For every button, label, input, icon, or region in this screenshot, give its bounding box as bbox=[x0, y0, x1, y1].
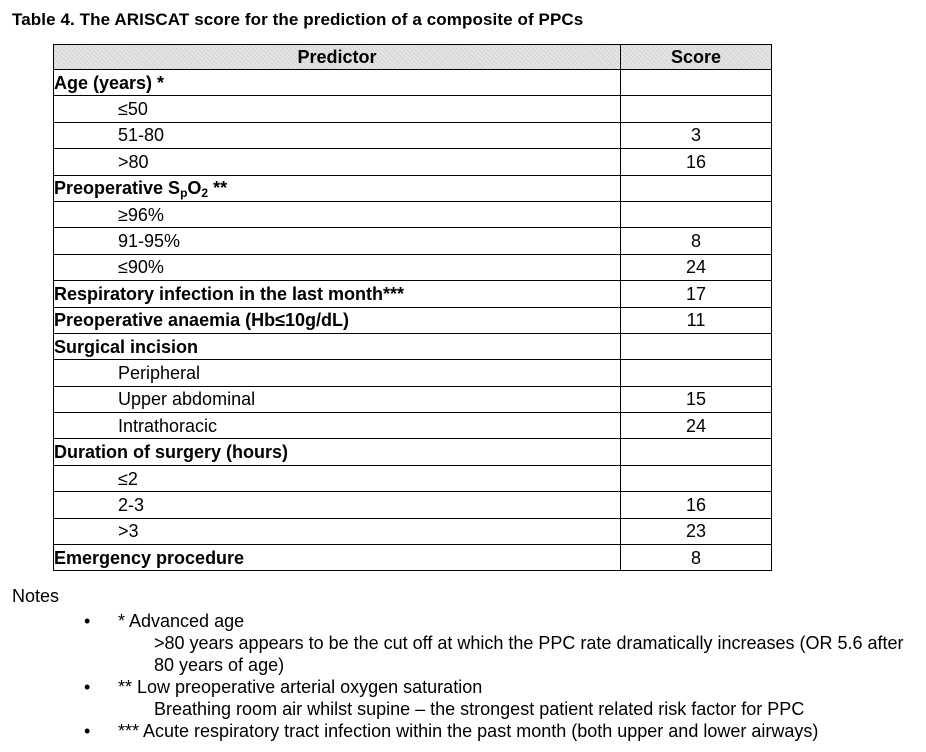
score-cell: 16 bbox=[620, 491, 772, 519]
note-detail: >80 years appears to be the cut off at w… bbox=[154, 633, 904, 675]
table-row: >3 23 bbox=[53, 517, 772, 546]
table-row: Preoperative anaemia (Hb≤10g/dL) 11 bbox=[53, 306, 772, 334]
score-cell bbox=[620, 464, 772, 493]
table-header-row: Predictor Score bbox=[53, 44, 772, 70]
score-cell: 23 bbox=[620, 517, 772, 546]
predictor-cell: Intrathoracic bbox=[53, 412, 621, 440]
predictor-cell: Upper abdominal bbox=[53, 385, 621, 414]
score-cell: 11 bbox=[620, 306, 772, 334]
score-cell: 3 bbox=[620, 121, 772, 150]
table-row: ≥96% bbox=[53, 200, 772, 229]
table-row: Age (years) * bbox=[53, 68, 772, 97]
bullet-icon: • bbox=[84, 611, 91, 631]
table-row: ≤50 bbox=[53, 95, 772, 123]
predictor-cell: >3 bbox=[53, 517, 621, 546]
predictor-cell: 91-95% bbox=[53, 227, 621, 255]
predictor-cell: Duration of surgery (hours) bbox=[53, 438, 621, 466]
score-cell: 8 bbox=[620, 227, 772, 255]
score-cell bbox=[620, 359, 772, 387]
predictor-cell: ≥96% bbox=[53, 200, 621, 229]
predictor-cell: Emergency procedure bbox=[53, 544, 621, 572]
score-cell bbox=[620, 174, 772, 202]
score-column-header: Score bbox=[620, 44, 772, 70]
table-row: Duration of surgery (hours) bbox=[53, 438, 772, 466]
table-row: ≤2 bbox=[53, 464, 772, 493]
notes-list: • * Advanced age >80 years appears to be… bbox=[0, 610, 926, 742]
bullet-icon: • bbox=[84, 721, 91, 741]
table-row: Preoperative SpO2 ** bbox=[53, 174, 772, 202]
score-cell: 17 bbox=[620, 280, 772, 308]
table-row: 51-80 3 bbox=[53, 121, 772, 150]
predictor-cell: 2-3 bbox=[53, 491, 621, 519]
note-heading: ** Low preoperative arterial oxygen satu… bbox=[118, 677, 483, 697]
table-row: Intrathoracic 24 bbox=[53, 412, 772, 440]
score-cell: 24 bbox=[620, 412, 772, 440]
predictor-cell: Preoperative SpO2 ** bbox=[53, 174, 621, 202]
score-cell: 16 bbox=[620, 148, 772, 176]
table-row: 91-95% 8 bbox=[53, 227, 772, 255]
note-detail: Breathing room air whilst supine – the s… bbox=[154, 699, 805, 719]
score-cell: 15 bbox=[620, 385, 772, 414]
table-row: 2-3 16 bbox=[53, 491, 772, 519]
table-row: ≤90% 24 bbox=[53, 253, 772, 282]
predictor-cell: Peripheral bbox=[53, 359, 621, 387]
note-item: • *** Acute respiratory tract infection … bbox=[0, 720, 926, 742]
predictor-cell: Preoperative anaemia (Hb≤10g/dL) bbox=[53, 306, 621, 334]
table-row: Surgical incision bbox=[53, 332, 772, 361]
score-cell: 8 bbox=[620, 544, 772, 572]
table-row: Respiratory infection in the last month*… bbox=[53, 280, 772, 308]
note-item: • ** Low preoperative arterial oxygen sa… bbox=[0, 676, 926, 698]
ariscat-table: Predictor Score Age (years) * ≤50 51-80 3 >8… bbox=[53, 44, 772, 572]
table-row: Peripheral bbox=[53, 359, 772, 387]
predictor-cell: 51-80 bbox=[53, 121, 621, 150]
predictor-cell: ≤50 bbox=[53, 95, 621, 123]
score-cell bbox=[620, 95, 772, 123]
notes-title: Notes bbox=[12, 586, 60, 606]
predictor-cell: ≤2 bbox=[53, 464, 621, 493]
note-heading: *** Acute respiratory tract infection wi… bbox=[118, 721, 819, 741]
predictor-cell: ≤90% bbox=[53, 253, 621, 282]
table-row: Upper abdominal 15 bbox=[53, 385, 772, 414]
predictor-column-header: Predictor bbox=[53, 44, 621, 70]
table-body: Age (years) * ≤50 51-80 3 >80 16 Preoperative … bbox=[53, 68, 772, 572]
predictor-cell: >80 bbox=[53, 148, 621, 176]
score-cell bbox=[620, 438, 772, 466]
table-title: Table 4. The ARISCAT score for the predi… bbox=[12, 10, 584, 29]
score-cell bbox=[620, 200, 772, 229]
note-heading: * Advanced age bbox=[118, 611, 245, 631]
predictor-cell: Respiratory infection in the last month*… bbox=[53, 280, 621, 308]
score-cell bbox=[620, 68, 772, 97]
score-cell bbox=[620, 332, 772, 361]
predictor-cell: Surgical incision bbox=[53, 332, 621, 361]
table-row: Emergency procedure 8 bbox=[53, 544, 772, 572]
bullet-icon: • bbox=[84, 677, 91, 697]
predictor-cell: Age (years) * bbox=[53, 68, 621, 97]
note-item: • * Advanced age bbox=[0, 610, 926, 632]
table-row: >80 16 bbox=[53, 148, 772, 176]
score-cell: 24 bbox=[620, 253, 772, 282]
